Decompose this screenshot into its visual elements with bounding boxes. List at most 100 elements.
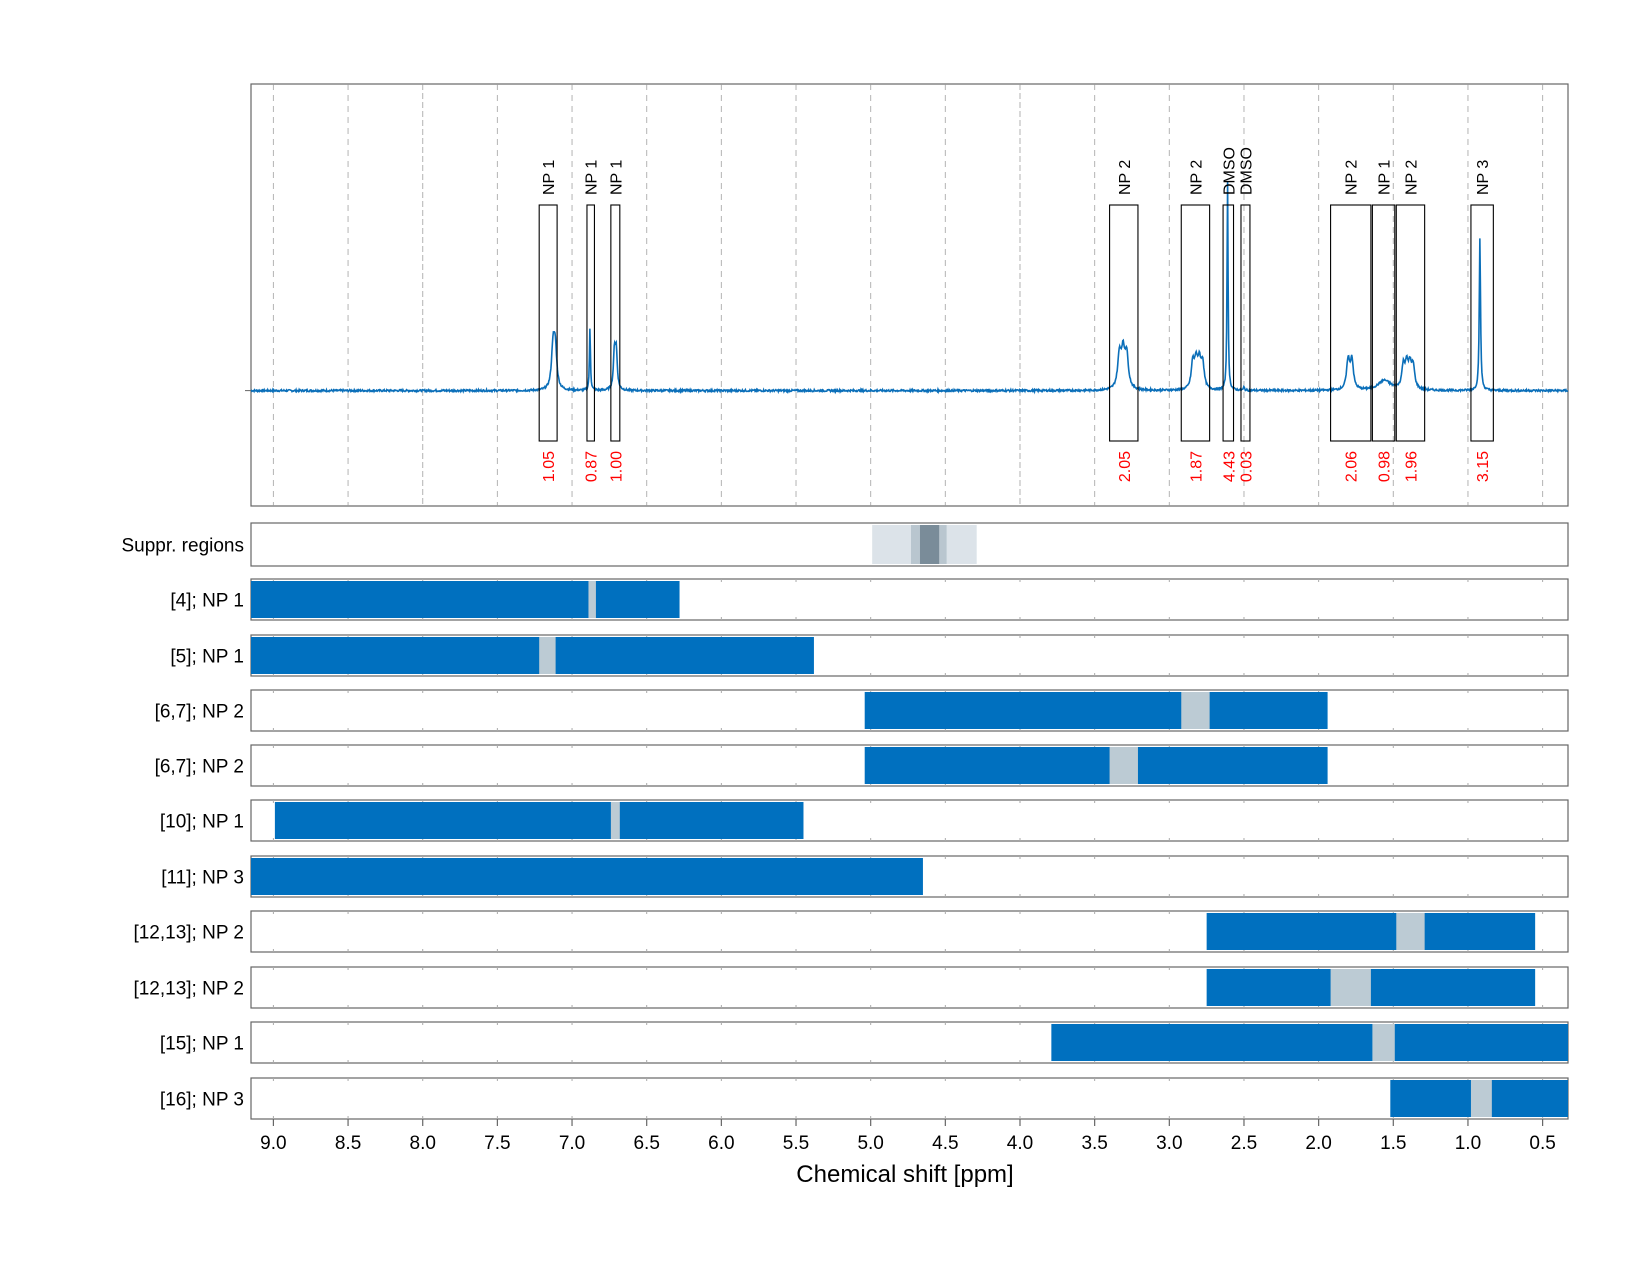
x-tick-label: 7.0 <box>559 1133 585 1154</box>
x-tick-label: 4.5 <box>932 1133 958 1154</box>
suppression-segment <box>939 525 947 564</box>
signal-gap <box>1372 1024 1395 1061</box>
x-tick-label: 1.5 <box>1380 1133 1406 1154</box>
signal-box <box>1470 204 1494 442</box>
region-bar <box>274 802 804 839</box>
region-row-label: [16]; NP 3 <box>160 1090 244 1111</box>
region-bar <box>1051 1024 1568 1061</box>
suppression-panel: Suppr. regions <box>121 522 1569 567</box>
signal-box <box>1330 204 1372 442</box>
suppression-segment <box>910 525 920 564</box>
x-tick-label: 6.5 <box>633 1133 659 1154</box>
x-tick-label: 8.0 <box>410 1133 436 1154</box>
region-row: [12,13]; NP 2 <box>133 966 1569 1009</box>
region-row: [4]; NP 1 <box>170 578 1569 621</box>
region-bar <box>864 747 1328 784</box>
x-tick-label: 0.5 <box>1529 1133 1555 1154</box>
region-row: [11]; NP 3 <box>161 855 1569 898</box>
region-row-label: [6,7]; NP 2 <box>155 757 244 778</box>
signal-box <box>1180 204 1211 442</box>
region-row-label: [12,13]; NP 2 <box>133 979 244 1000</box>
signal-box <box>1222 204 1235 442</box>
signal-box <box>538 204 558 442</box>
integral-label: 1.96 <box>1403 451 1420 482</box>
x-tick-label: 5.0 <box>857 1133 883 1154</box>
suppression-segment <box>919 525 940 564</box>
signal-gap <box>539 637 556 674</box>
region-row-label: [5]; NP 1 <box>170 647 244 668</box>
region-bar <box>864 692 1328 729</box>
x-axis-label: Chemical shift [ppm] <box>796 1161 1013 1188</box>
suppression-segment <box>872 525 911 564</box>
integral-label: 0.98 <box>1377 451 1394 482</box>
region-row: [12,13]; NP 2 <box>133 910 1569 953</box>
region-row: [15]; NP 1 <box>160 1021 1569 1064</box>
signal-label: NP 1 <box>1377 160 1394 195</box>
signal-label: DMSO <box>1221 147 1238 195</box>
x-tick-label: 3.0 <box>1156 1133 1182 1154</box>
x-tick-label: 5.5 <box>783 1133 809 1154</box>
signal-label: NP 2 <box>1344 160 1361 195</box>
signal-box <box>586 204 595 442</box>
integral-label: 3.15 <box>1475 451 1492 482</box>
spectrum-frame <box>250 83 1569 507</box>
suppression-label: Suppr. regions <box>121 536 244 557</box>
signal-label: NP 1 <box>541 160 558 195</box>
suppression-segment <box>946 525 977 564</box>
signal-box <box>610 204 621 442</box>
signal-label: NP 3 <box>1475 160 1492 195</box>
signal-label: NP 1 <box>608 160 625 195</box>
signal-box <box>1109 204 1139 442</box>
x-tick-label: 4.0 <box>1007 1133 1033 1154</box>
signal-label: NP 2 <box>1188 160 1205 195</box>
spectrum-panel: NP 1 1.05 NP 1 0.87 NP 1 1.00 NP 2 2.05 NP 2 1.87… <box>245 83 1569 507</box>
region-row-label: [6,7]; NP 2 <box>155 702 244 723</box>
x-tick-label: 7.5 <box>484 1133 510 1154</box>
signal-box <box>1395 204 1426 442</box>
x-tick-label: 9.0 <box>260 1133 286 1154</box>
region-rows-panel: [4]; NP 1 [5]; NP 1 [6,7]; NP 2 [6,7]; NP 2… <box>133 578 1569 1120</box>
region-row: [6,7]; NP 2 <box>155 689 1569 732</box>
signal-box <box>1371 204 1396 442</box>
region-row-label: [10]; NP 1 <box>160 812 244 833</box>
x-tick-label: 6.0 <box>708 1133 734 1154</box>
signal-gap <box>610 802 620 839</box>
signal-label: NP 2 <box>1117 160 1134 195</box>
integral-label: 1.87 <box>1188 451 1205 482</box>
region-row-label: [4]; NP 1 <box>170 591 244 612</box>
signal-label: NP 1 <box>584 160 601 195</box>
x-tick-label: 2.0 <box>1305 1133 1331 1154</box>
integral-label: 4.43 <box>1221 451 1238 482</box>
integral-label: 2.05 <box>1117 451 1134 482</box>
integral-label: 0.03 <box>1238 451 1255 482</box>
integral-label: 0.87 <box>584 451 601 482</box>
region-bar <box>1206 913 1536 950</box>
region-bar <box>251 637 814 674</box>
region-bar <box>251 581 680 618</box>
spectrum-line <box>250 181 1569 395</box>
region-row-label: [15]; NP 1 <box>160 1034 244 1055</box>
signal-gap <box>1470 1080 1492 1117</box>
signal-box <box>1240 204 1251 442</box>
region-row: [16]; NP 3 <box>160 1077 1569 1120</box>
region-row-label: [12,13]; NP 2 <box>133 923 244 944</box>
signal-gap <box>1396 913 1425 950</box>
integral-label: 1.05 <box>541 451 558 482</box>
signal-label: DMSO <box>1238 147 1255 195</box>
region-row: [10]; NP 1 <box>160 799 1569 842</box>
region-row-label: [11]; NP 3 <box>161 868 244 889</box>
x-tick-label: 2.5 <box>1231 1133 1257 1154</box>
signal-gap <box>588 581 596 618</box>
x-axis: 9.0 8.5 8.0 7.5 7.0 6.5 6.0 5.5 5.0 4.5 4.0 3.5 3.0 2… <box>260 1119 1556 1154</box>
integral-label: 2.06 <box>1344 451 1361 482</box>
region-row: [6,7]; NP 2 <box>155 744 1569 787</box>
x-tick-label: 1.0 <box>1455 1133 1481 1154</box>
signal-label: NP 2 <box>1403 160 1420 195</box>
x-tick-label: 3.5 <box>1081 1133 1107 1154</box>
region-bar <box>251 858 923 895</box>
signal-gap <box>1109 747 1138 784</box>
signal-gap <box>1330 969 1371 1006</box>
region-row-frame <box>250 1077 1569 1120</box>
signal-gap <box>1181 692 1210 729</box>
